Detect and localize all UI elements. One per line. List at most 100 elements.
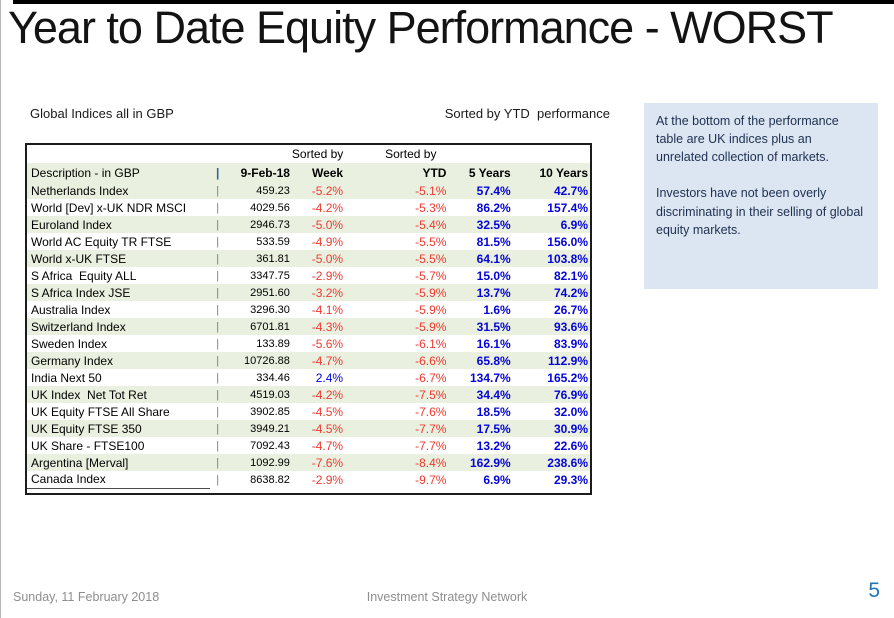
cell-5years: 6.9% <box>483 472 511 487</box>
table-row: UK Equity FTSE All Share | 3902.85 -4.5% -7.… <box>26 403 591 420</box>
table-body: Netherlands Index | 459.23 -5.2% -5.1% 57.4% 4… <box>26 182 591 494</box>
cell-description: India Next 50 <box>31 370 102 385</box>
cell-value: 533.59 <box>256 235 290 248</box>
cell-description: S Africa Index JSE <box>31 285 131 300</box>
header-10years: 10 Years <box>539 165 589 180</box>
cell-ytd: -7.5% <box>415 387 447 402</box>
cell-week: -4.1% <box>311 302 344 317</box>
header-blank <box>226 144 292 163</box>
cell-week: -5.2% <box>311 183 344 198</box>
cell-value: 133.89 <box>256 337 290 350</box>
cell-week: -4.3% <box>311 319 344 334</box>
cell-10years: 30.9% <box>553 421 588 436</box>
table-row: Sweden Index | 133.89 -5.6% -6.1% 16.1% 83.9% <box>26 335 591 352</box>
cell-value: 1092.99 <box>250 456 290 469</box>
cell-separator: | <box>216 286 220 299</box>
cell-week: -4.7% <box>311 353 344 368</box>
table-row: S Africa Index JSE | 2951.60 -3.2% -5.9% 13.7… <box>26 284 591 301</box>
cell-description: Sweden Index <box>31 336 108 351</box>
cell-10years: 83.9% <box>553 336 588 351</box>
cell-ytd: -5.9% <box>415 302 447 317</box>
cell-ytd: -5.5% <box>415 234 447 249</box>
cell-description: UK Equity FTSE All Share <box>31 404 170 419</box>
cell-5years: 13.7% <box>476 285 511 300</box>
cell-week: -5.0% <box>311 217 344 232</box>
cell-10years: 29.3% <box>553 472 588 487</box>
table-header-row: Description - in GBP | 9-Feb-18 Week YTD… <box>26 163 591 182</box>
table-row: Switzerland Index | 6701.81 -4.3% -5.9% 31.5%… <box>26 318 591 335</box>
cell-5years: 13.2% <box>476 438 511 453</box>
cell-ytd: -9.7% <box>415 472 447 487</box>
cell-separator: | <box>216 405 220 418</box>
cell-description: S Africa Equity ALL <box>31 268 137 283</box>
cell-value: 3347.75 <box>250 269 290 282</box>
cell-ytd: -7.7% <box>415 421 447 436</box>
cell-10years: 93.6% <box>553 319 588 334</box>
cell-description: Australia Index <box>31 302 111 317</box>
table-row: Argentina [Merval] | 1092.99 -7.6% -8.4% 162.… <box>26 454 591 471</box>
cell-ytd: -5.9% <box>415 285 447 300</box>
page-title: Year to Date Equity Performance - WORST <box>8 2 834 53</box>
table-row: Netherlands Index | 459.23 -5.2% -5.1% 57.4% 4… <box>26 182 591 199</box>
cell-value: 4519.03 <box>250 388 290 401</box>
cell-ytd: -7.6% <box>415 404 447 419</box>
cell-value: 10726.88 <box>244 354 290 367</box>
cell-separator: | <box>216 456 220 469</box>
cell-separator: | <box>216 422 220 435</box>
cell-5years: 32.5% <box>476 217 511 232</box>
cell-ytd: -5.1% <box>415 183 447 198</box>
cell-value: 2951.60 <box>250 286 290 299</box>
cell-5years: 31.5% <box>476 319 511 334</box>
header-ytd: YTD <box>422 165 447 180</box>
cell-10years: 157.4% <box>547 200 588 215</box>
cell-5years: 18.5% <box>476 404 511 419</box>
header-sortedby-ytd: Sorted by <box>385 147 437 161</box>
window-left-edge <box>0 0 1 618</box>
table-caption-left: Global Indices all in GBP <box>30 106 174 121</box>
cell-5years: 81.5% <box>476 234 511 249</box>
cell-10years: 82.1% <box>553 268 588 283</box>
table-row: World AC Equity TR FTSE | 533.59 -4.9% -5.5%… <box>26 233 591 250</box>
table-row: World [Dev] x-UK NDR MSCI | 4029.56 -4.2% -5… <box>26 199 591 216</box>
cell-10years: 238.6% <box>547 455 588 470</box>
cell-ytd: -5.9% <box>415 319 447 334</box>
table-row: Australia Index | 3296.30 -4.1% -5.9% 1.6% 26.… <box>26 301 591 318</box>
cell-description: Netherlands Index <box>31 183 129 198</box>
cell-description: World [Dev] x-UK NDR MSCI <box>31 200 187 215</box>
header-blank <box>513 144 591 163</box>
table-row: UK Equity FTSE 350 | 3949.21 -4.5% -7.7% 17.5… <box>26 420 591 437</box>
cell-5years: 57.4% <box>476 183 511 198</box>
cell-description: Canada Index <box>26 471 210 489</box>
cell-description: UK Equity FTSE 350 <box>31 421 142 436</box>
cell-week: -3.2% <box>311 285 344 300</box>
cell-separator: | <box>216 252 220 265</box>
cell-separator: | <box>216 303 220 316</box>
cell-value: 4029.56 <box>250 201 290 214</box>
cell-5years: 17.5% <box>476 421 511 436</box>
window-top-edge <box>13 0 894 4</box>
spacer-cell <box>26 488 591 494</box>
cell-value: 2946.73 <box>250 218 290 231</box>
cell-5years: 65.8% <box>476 353 511 368</box>
cell-description: Switzerland Index <box>31 319 126 334</box>
table-row: Euroland Index | 2946.73 -5.0% -5.4% 32.5% 6.9… <box>26 216 591 233</box>
cell-value: 3296.30 <box>250 303 290 316</box>
cell-10years: 103.8% <box>547 251 588 266</box>
cell-ytd: -7.7% <box>415 438 447 453</box>
cell-week: -4.5% <box>311 404 344 419</box>
cell-value: 6701.81 <box>250 320 290 333</box>
cell-separator: | <box>216 337 220 350</box>
cell-5years: 134.7% <box>469 370 511 385</box>
table-spacer-row <box>26 488 591 494</box>
table-row: Germany Index | 10726.88 -4.7% -6.6% 65.8% 112… <box>26 352 591 369</box>
cell-value: 459.23 <box>256 184 290 197</box>
cell-separator: | <box>216 473 220 486</box>
cell-week: -4.2% <box>311 387 344 402</box>
cell-separator: | <box>216 269 220 282</box>
cell-description: UK Share - FTSE100 <box>31 438 145 453</box>
header-5years: 5 Years <box>468 165 511 180</box>
cell-ytd: -5.3% <box>415 200 447 215</box>
page-number: 5 <box>868 579 880 602</box>
cell-value: 7092.43 <box>250 439 290 452</box>
cell-ytd: -6.6% <box>415 353 447 368</box>
